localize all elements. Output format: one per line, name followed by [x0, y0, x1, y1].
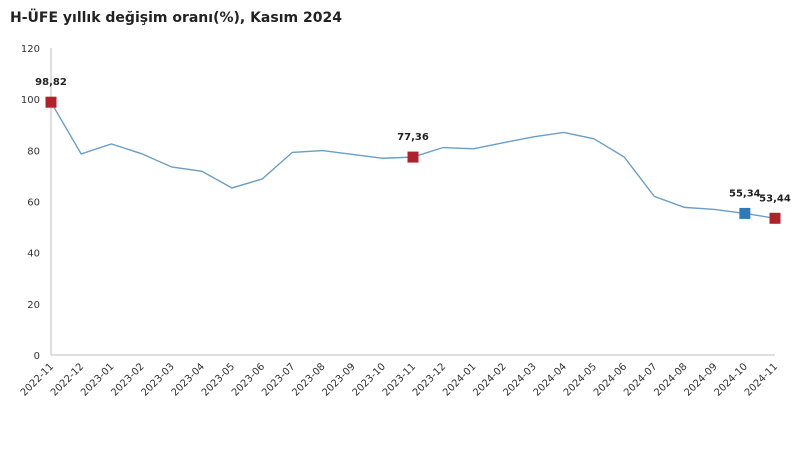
y-tick-label: 40: [27, 249, 40, 260]
data-label: 55,34: [729, 188, 761, 199]
y-tick-label: 0: [34, 351, 40, 362]
chart-title: H-ÜFE yıllık değişim oranı(%), Kasım 202…: [10, 10, 342, 26]
y-tick-label: 80: [27, 146, 40, 157]
highlight-marker: [739, 207, 751, 219]
y-tick-label: 100: [21, 95, 40, 106]
data-label: 98,82: [35, 77, 67, 88]
y-tick-labels: 0 20 40 60 80 100 120: [21, 44, 40, 362]
data-label: 53,44: [759, 193, 791, 204]
x-tick-label: 2024-11: [743, 361, 780, 398]
highlight-marker: [769, 212, 781, 224]
highlight-markers: [45, 96, 781, 224]
x-tick-labels: 2022-112022-122023-012023-022023-032023-…: [19, 361, 780, 398]
y-tick-label: 20: [27, 300, 40, 311]
highlight-marker: [407, 151, 419, 163]
highlight-marker: [45, 96, 57, 108]
y-tick-label: 60: [27, 198, 40, 209]
y-tick-label: 120: [21, 44, 40, 55]
data-label: 77,36: [397, 132, 429, 143]
